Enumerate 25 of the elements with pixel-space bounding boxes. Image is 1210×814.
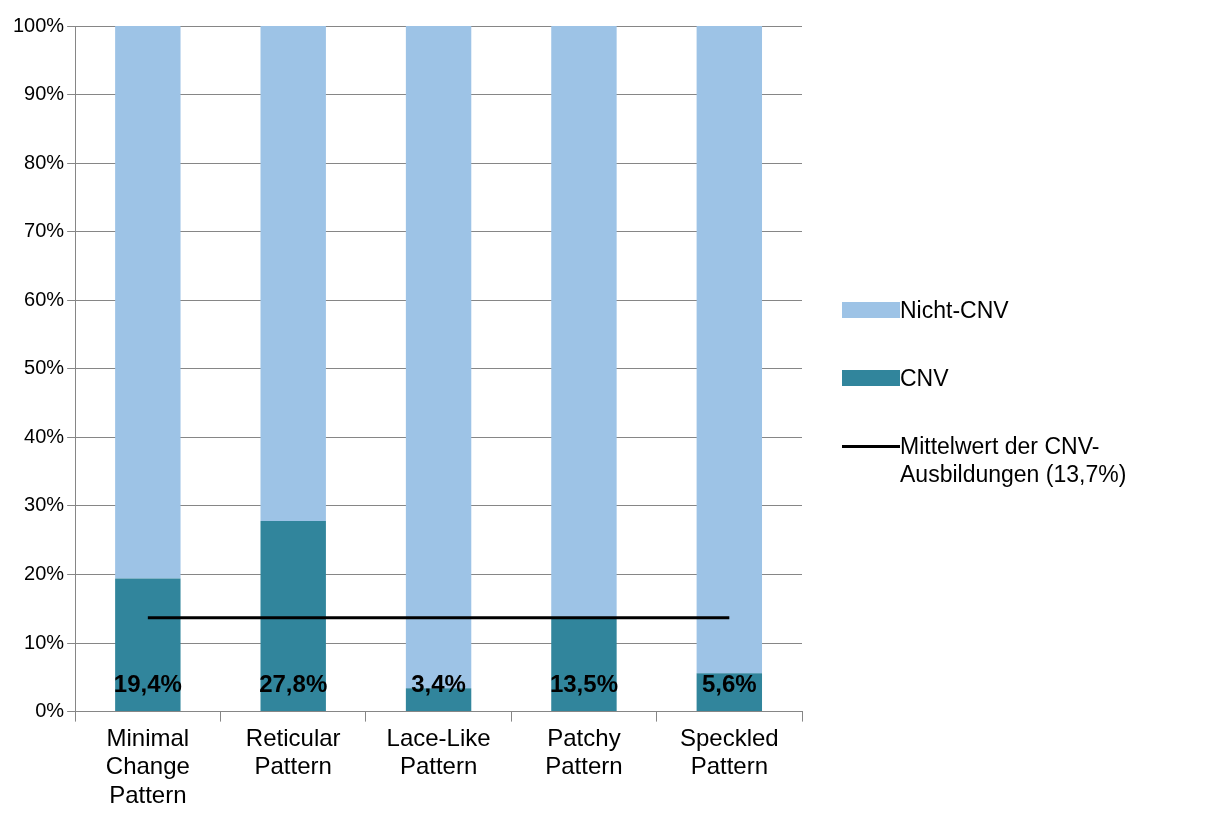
y-tick-label: 90%	[24, 82, 65, 105]
x-tick-label: Minimal Change Pattern	[105, 723, 190, 809]
legend-label: CNV	[900, 364, 949, 392]
bar	[696, 26, 763, 674]
y-tick-label: 40%	[24, 424, 65, 447]
data-label: 3,4%	[411, 670, 466, 698]
bar	[260, 26, 326, 521]
data-label: 5,6%	[701, 670, 757, 698]
y-tick-label: 20%	[24, 562, 65, 584]
bar	[115, 26, 181, 579]
x-tick-label: Patchy Pattern	[545, 723, 623, 780]
bar	[260, 521, 326, 712]
y-tick-label: 0%	[35, 699, 65, 722]
y-tick-label: 10%	[24, 630, 65, 653]
y-tick-label: 30%	[24, 493, 65, 516]
y-tick-label: 100%	[13, 13, 65, 36]
x-tick-label: Speckled Pattern	[679, 723, 779, 780]
y-tick-label: 50%	[24, 356, 65, 379]
y-tick-label: 70%	[24, 219, 65, 242]
legend-label: Mittelwert der CNV-Ausbildungen (13,7%)	[900, 432, 1128, 488]
y-tick-label: 60%	[24, 287, 65, 310]
y-tick-label: 80%	[24, 150, 65, 173]
x-tick-label: Lace-Like Pattern	[386, 723, 491, 780]
x-tick-label: Reticular Pattern	[245, 723, 341, 780]
legend-label: Nicht-CNV	[900, 296, 1009, 324]
